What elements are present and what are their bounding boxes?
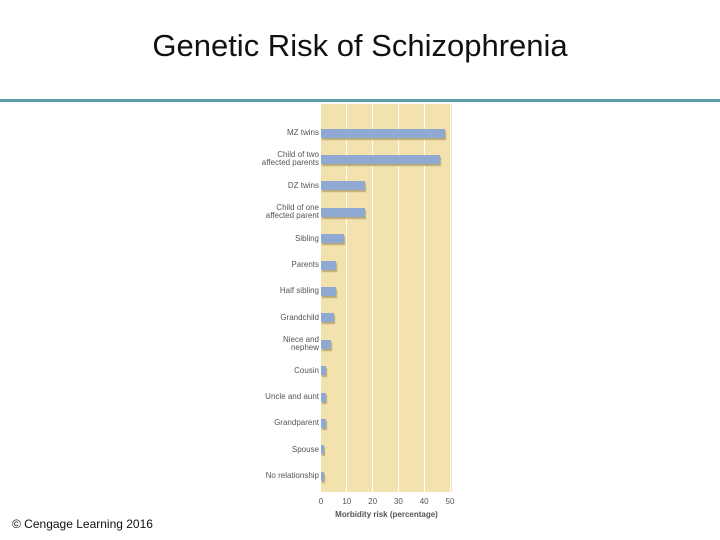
category-label: MZ twins [287,128,319,137]
category-label: Sibling [294,233,319,243]
bar [321,128,445,138]
category-label: Spouse [291,444,319,454]
category-label: Niece and nephew [282,335,319,353]
category-label: Parents [291,260,319,269]
bar [321,392,327,402]
grid-line [423,104,425,492]
category-label: Cousin [294,365,319,375]
bar [321,181,365,191]
x-axis-label: Morbidity risk (percentage) [335,510,438,519]
category-label: Uncle and aunt [265,392,319,401]
slide-title: Genetic Risk of Schizophrenia [152,28,568,63]
plot-area [321,104,452,492]
grid-line [449,104,451,492]
bar [321,154,440,164]
bar [321,207,365,217]
grid-line [372,104,374,492]
bar [321,260,337,270]
bar [321,234,345,244]
x-tick-label: 10 [342,497,352,506]
category-label: Child of one affected parent [265,203,319,221]
category-label: No relationship [265,471,319,481]
x-tick-label: 0 [318,497,324,506]
category-label: Grandchild [280,312,319,322]
bar [321,286,337,296]
bar [321,471,324,481]
x-tick-label: 50 [445,497,455,506]
x-tick-label: 40 [419,497,429,506]
category-label: DZ twins [287,180,319,190]
title-rule [0,99,720,102]
bar [321,313,334,323]
bar [321,366,327,376]
category-label: Child of two affected parents [261,150,319,168]
x-tick-label: 30 [393,497,403,506]
category-label: Half sibling [279,286,319,296]
x-tick-label: 20 [368,497,378,506]
category-label: Grandparent [274,418,319,428]
grid-line [346,104,348,492]
footer: © Cengage Learning 2016 [12,517,153,531]
bar [321,418,327,428]
bar [321,445,324,455]
bar [321,339,332,349]
grid-line [397,104,399,492]
